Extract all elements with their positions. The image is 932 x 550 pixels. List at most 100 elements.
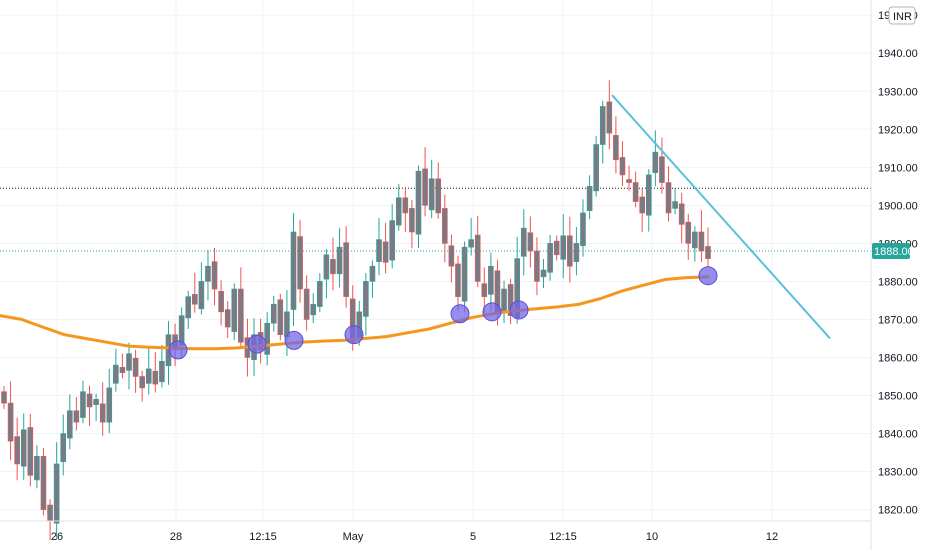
time-tick-label: 12:15	[549, 531, 577, 543]
candle	[698, 210, 705, 263]
candle	[632, 171, 639, 208]
price-tick-label: 1850.00	[878, 391, 918, 403]
candle	[317, 273, 323, 313]
candle	[303, 275, 310, 331]
candle	[553, 235, 560, 261]
candle-body	[692, 231, 698, 249]
time-tick-label: 28	[170, 531, 182, 543]
candle	[507, 278, 514, 325]
candle	[86, 385, 93, 426]
candle-body	[698, 231, 705, 252]
price-axis-panel[interactable]	[871, 0, 932, 550]
price-tick-label: 1830.00	[878, 467, 918, 479]
candle	[395, 184, 402, 231]
candle-body	[567, 235, 573, 267]
candle-body	[395, 197, 402, 226]
candle-body	[231, 288, 238, 332]
candle	[80, 380, 86, 424]
candle	[665, 166, 672, 222]
candle-body	[323, 254, 330, 280]
candle	[501, 280, 507, 323]
time-tick-label: 26	[51, 531, 63, 543]
candle	[27, 413, 34, 487]
candle-body	[205, 265, 211, 282]
candle-body	[560, 235, 567, 260]
candle	[586, 175, 593, 220]
candle	[678, 192, 685, 244]
candle-body	[553, 240, 560, 256]
candle-body	[422, 168, 428, 206]
candle	[652, 130, 659, 187]
candle-body	[599, 106, 606, 145]
candle-body	[40, 456, 47, 510]
candle-body	[461, 246, 468, 302]
candle	[540, 258, 547, 288]
candle	[53, 442, 60, 540]
candle-body	[455, 263, 461, 297]
candle-body	[415, 170, 422, 235]
candle	[580, 199, 586, 257]
candle-body	[93, 399, 99, 405]
currency-badge[interactable]: INR	[888, 6, 916, 25]
candle-body	[547, 243, 553, 273]
candle-body	[501, 288, 507, 313]
price-tick-label: 1930.00	[878, 86, 918, 98]
candle-body	[659, 156, 665, 183]
candle-body	[488, 265, 494, 295]
candle	[132, 349, 139, 393]
candle	[231, 283, 238, 340]
candle-body	[20, 429, 27, 467]
candle-body	[678, 203, 685, 225]
candle	[185, 290, 192, 329]
candle-body	[580, 212, 586, 246]
candle	[639, 188, 646, 232]
trendline-layer[interactable]	[611, 94, 831, 340]
candle-body	[685, 221, 692, 244]
candle-body	[310, 303, 317, 316]
candle-body	[376, 239, 382, 262]
candle-body	[211, 261, 218, 290]
grid	[0, 0, 871, 521]
candle-body	[99, 403, 106, 423]
candle	[415, 165, 422, 248]
candle-body	[534, 250, 540, 282]
candle-body	[218, 291, 224, 313]
candle	[198, 262, 205, 315]
price-tick-label: 1910.00	[878, 162, 918, 174]
candle	[145, 347, 152, 395]
touch-marker	[509, 300, 529, 320]
candle	[297, 220, 303, 303]
touch-marker	[450, 304, 470, 324]
candle	[20, 413, 27, 480]
candle	[66, 394, 73, 450]
touch-marker	[284, 330, 304, 350]
price-axis-ticks: 1820.00 1830.00 1840.00 1850.00 1860.00 1870.…	[878, 10, 918, 516]
candle-body	[86, 393, 93, 408]
candle-body	[152, 370, 159, 385]
candle	[336, 228, 343, 288]
candle-body	[47, 504, 53, 522]
candle-body	[317, 281, 323, 307]
candle	[218, 280, 224, 326]
price-tick-label: 1840.00	[878, 429, 918, 441]
candle	[93, 393, 99, 421]
candle	[474, 216, 481, 288]
candle-body	[290, 231, 297, 310]
candle	[73, 397, 80, 431]
candle	[461, 241, 468, 313]
candle-body	[474, 234, 481, 282]
candle-body	[442, 208, 448, 244]
candle-body	[132, 357, 139, 377]
touch-marker	[168, 340, 188, 360]
candle	[547, 235, 553, 281]
candle	[192, 272, 198, 313]
candle	[7, 381, 14, 461]
candle	[126, 342, 132, 390]
candle-body	[126, 353, 132, 371]
candle	[152, 352, 159, 393]
descending-trendline[interactable]	[611, 94, 831, 340]
candle-body	[330, 259, 336, 275]
candle	[599, 100, 606, 164]
time-tick-label: 5	[470, 531, 476, 543]
